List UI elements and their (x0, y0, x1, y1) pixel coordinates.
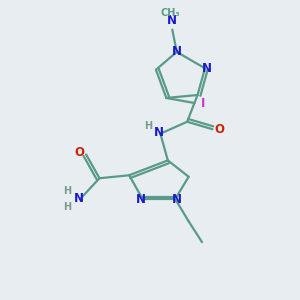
Text: N: N (172, 193, 182, 206)
Text: O: O (75, 146, 85, 160)
Text: N: N (136, 193, 146, 206)
Text: O: O (214, 123, 224, 136)
Text: H: H (64, 202, 72, 212)
Text: N: N (154, 126, 164, 139)
Text: N: N (202, 62, 212, 75)
Text: H: H (144, 121, 152, 131)
Text: H: H (64, 186, 72, 196)
Text: N: N (74, 192, 84, 205)
Text: CH₃: CH₃ (161, 8, 181, 18)
Text: N: N (167, 14, 177, 27)
Text: I: I (201, 98, 206, 110)
Text: N: N (172, 45, 182, 58)
